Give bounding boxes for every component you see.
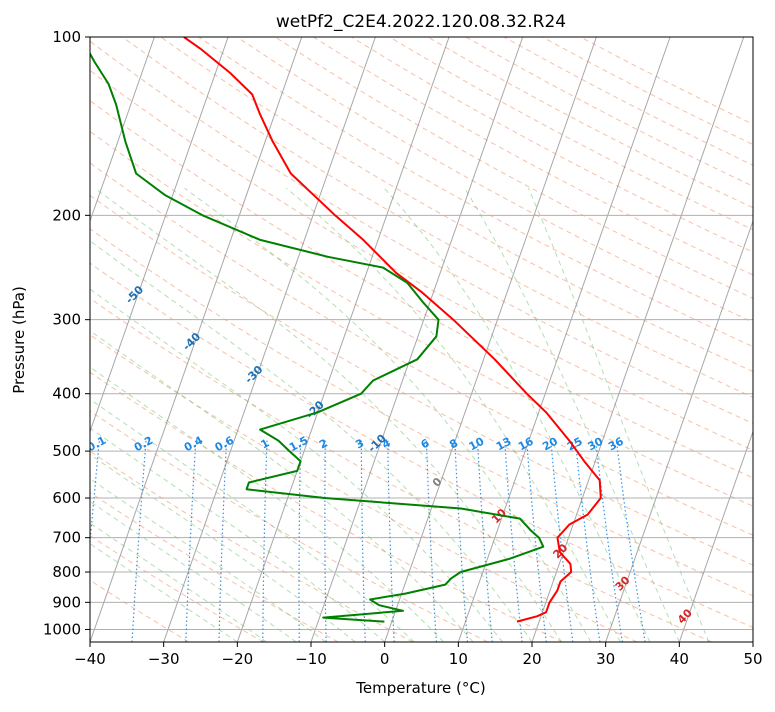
chart-title: wetPf2_C2E4.2022.120.08.32.R24 (276, 12, 566, 32)
x-tick-label: −40 (74, 650, 106, 668)
y-tick-label: 400 (52, 385, 81, 403)
y-tick-label: 800 (52, 563, 81, 581)
x-tick-label: 30 (596, 650, 615, 668)
x-tick-label: −10 (295, 650, 327, 668)
x-tick-label: 20 (522, 650, 541, 668)
y-tick-label: 300 (52, 311, 81, 329)
y-axis-label: Pressure (hPa) (10, 286, 28, 394)
y-tick-label: 900 (52, 593, 81, 611)
y-tick-label: 500 (52, 442, 81, 460)
x-tick-label: 0 (380, 650, 390, 668)
y-tick-label: 600 (52, 489, 81, 507)
x-tick-label: 40 (670, 650, 689, 668)
x-axis-label: Temperature (°C) (355, 679, 485, 697)
y-tick-label: 200 (52, 206, 81, 224)
y-tick-label: 1000 (43, 620, 81, 638)
y-tick-label: 100 (52, 28, 81, 46)
x-tick-label: 10 (449, 650, 468, 668)
y-tick-label: 700 (52, 529, 81, 547)
x-tick-label: −30 (148, 650, 180, 668)
x-tick-label: −20 (222, 650, 254, 668)
x-tick-label: 50 (743, 650, 762, 668)
